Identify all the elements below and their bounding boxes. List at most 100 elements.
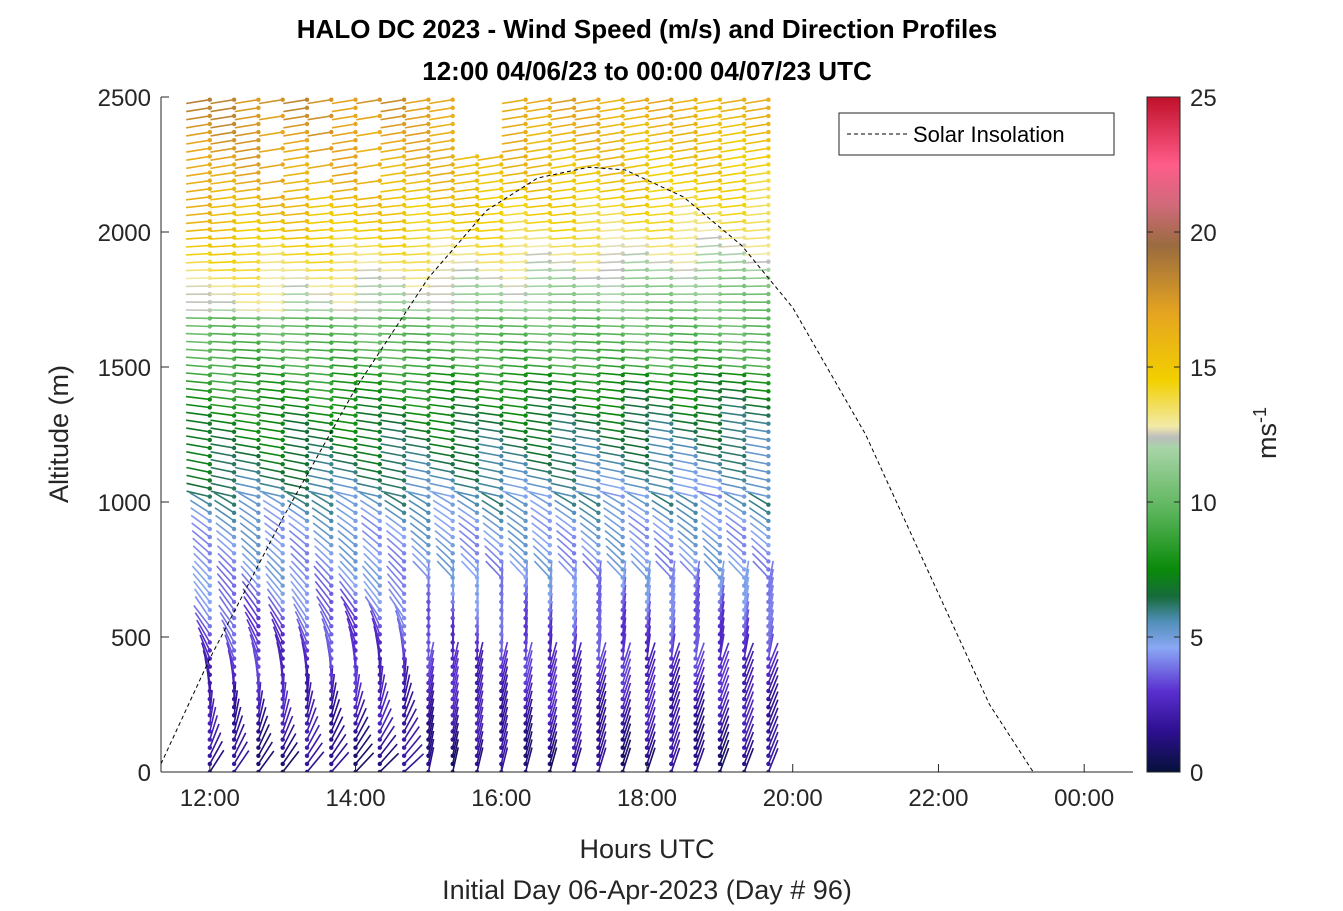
- wind-barb-shaft: [456, 492, 478, 506]
- wind-barb-shaft: [501, 411, 526, 417]
- wind-barb-head: [596, 769, 601, 772]
- wind-barb-shaft: [356, 115, 380, 121]
- wind-barb-shaft: [217, 580, 235, 603]
- wind-barb-head: [547, 648, 552, 653]
- wind-barb-head: [693, 178, 698, 183]
- wind-barb-shaft: [744, 260, 769, 264]
- wind-barb-shaft: [694, 739, 705, 765]
- wind-barb-shaft: [646, 666, 656, 692]
- wind-barb-head: [256, 138, 261, 143]
- wind-barb-shaft: [647, 252, 672, 256]
- wind-barb-shaft: [331, 163, 356, 170]
- wind-barb-shaft: [531, 522, 551, 538]
- wind-barb-shaft: [501, 324, 526, 328]
- wind-barb-head: [401, 146, 407, 151]
- wind-barb-head: [547, 291, 552, 297]
- wind-barb-shaft: [647, 196, 672, 201]
- wind-barb-shaft: [699, 492, 721, 506]
- wind-barb-head: [304, 713, 310, 718]
- wind-barb-head: [353, 486, 358, 491]
- wind-barb-shaft: [695, 380, 720, 384]
- wind-barb-shaft: [744, 317, 769, 320]
- wind-barb-shaft: [355, 403, 380, 409]
- wind-barb-head: [571, 624, 577, 629]
- wind-barb-shaft: [744, 155, 769, 161]
- wind-barb-head: [256, 664, 261, 669]
- y-tick-label: 2500: [98, 85, 151, 112]
- wind-barb-head: [450, 656, 455, 661]
- wind-barb-head: [571, 462, 577, 467]
- wind-barb-head: [450, 567, 455, 572]
- wind-barb-shaft: [597, 576, 602, 602]
- wind-barb-head: [353, 308, 358, 313]
- wind-barb-shaft: [670, 560, 676, 586]
- wind-barb-shaft: [720, 443, 745, 449]
- wind-barb-head: [742, 389, 747, 394]
- wind-barb-head: [329, 591, 334, 596]
- wind-barb-head: [499, 599, 504, 605]
- wind-barb-head: [256, 154, 261, 159]
- wind-barb-head: [644, 486, 650, 491]
- wind-barb-head: [547, 202, 552, 208]
- wind-barb-shaft: [477, 220, 502, 225]
- wind-barb-shaft: [355, 220, 380, 225]
- wind-barb-head: [256, 202, 261, 208]
- wind-barb-shaft: [529, 499, 551, 514]
- wind-barb-shaft: [307, 131, 332, 137]
- wind-barb-head: [499, 518, 504, 524]
- wind-barb-head: [304, 291, 310, 297]
- wind-barb-shaft: [380, 474, 405, 482]
- wind-barb-shaft: [744, 443, 769, 449]
- wind-barb-shaft: [725, 514, 745, 530]
- wind-barb-shaft: [258, 252, 283, 256]
- wind-barb-head: [474, 745, 480, 750]
- wind-barb-shaft: [258, 277, 283, 280]
- wind-barb-shaft: [210, 228, 235, 233]
- wind-barb-shaft: [694, 674, 705, 700]
- wind-barb-shaft: [258, 403, 283, 409]
- wind-barb-shaft: [315, 560, 332, 579]
- wind-barb-head: [280, 429, 285, 434]
- wind-barb-shaft: [186, 163, 210, 170]
- wind-barb-head: [401, 583, 407, 588]
- wind-barb-shaft: [283, 482, 308, 490]
- wind-barb-head: [523, 210, 528, 216]
- wind-barb-head: [742, 202, 747, 208]
- wind-barb-shaft: [307, 228, 332, 233]
- wind-barb-shaft: [251, 641, 260, 667]
- wind-barb-shaft: [331, 317, 356, 320]
- wind-barb-head: [304, 648, 310, 653]
- wind-barb-shaft: [574, 260, 599, 264]
- wind-barb-shaft: [720, 364, 745, 368]
- wind-barb-shaft: [246, 619, 260, 643]
- wind-barb-shaft: [744, 427, 769, 433]
- wind-barb-head: [693, 729, 698, 734]
- y-tick-label: 1500: [98, 355, 151, 382]
- wind-barb-shaft: [623, 403, 648, 409]
- wind-barb-shaft: [290, 552, 308, 571]
- wind-barb-shaft: [379, 743, 398, 765]
- wind-barb-shaft: [573, 642, 582, 667]
- wind-barb-head: [280, 300, 285, 305]
- wind-barb-shaft: [550, 269, 575, 272]
- wind-barb-shaft: [745, 482, 769, 490]
- wind-barb-head: [377, 672, 382, 677]
- wind-barb-shaft: [477, 236, 502, 240]
- wind-barb-shaft: [508, 545, 527, 562]
- wind-barb-shaft: [720, 419, 745, 425]
- wind-barb-shaft: [646, 609, 651, 635]
- wind-barb-head: [766, 372, 771, 378]
- wind-barb-head: [742, 729, 747, 734]
- wind-barb-shaft: [264, 522, 284, 538]
- wind-barb-head: [644, 648, 650, 653]
- wind-barb-shaft: [215, 529, 235, 546]
- wind-barb-head: [401, 202, 407, 208]
- wind-barb-shaft: [720, 348, 745, 352]
- wind-barb-shaft: [186, 107, 210, 113]
- wind-barb-shaft: [427, 698, 435, 724]
- wind-barb-head: [693, 445, 698, 451]
- wind-barb-head: [231, 97, 237, 102]
- wind-barb-shaft: [452, 277, 478, 280]
- wind-barb-shaft: [647, 482, 672, 490]
- wind-barb-head: [474, 607, 480, 613]
